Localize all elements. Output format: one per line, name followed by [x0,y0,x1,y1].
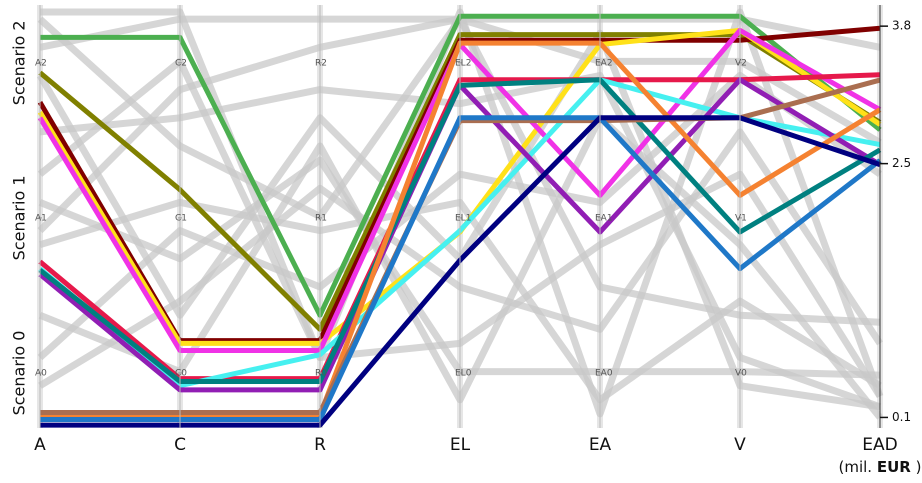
category-label: EA2 [595,58,613,68]
scenario-label: Scenario 1 [10,175,29,260]
axis-label: R [314,435,326,455]
axis-label: A [34,435,46,455]
category-label: R0 [315,369,327,379]
category-label: C2 [175,58,187,68]
category-label: EL1 [455,213,471,223]
category-label: EA0 [595,369,613,379]
category-label: V0 [735,369,747,379]
category-label: EL2 [455,58,471,68]
axis-unit-part: EUR [877,458,911,476]
scenario-label: Scenario 0 [10,331,29,416]
axis-label: EL [450,435,471,455]
category-label: EL0 [455,369,472,379]
scenario-label: Scenario 2 [10,20,29,105]
axis-label: V [734,435,746,455]
axis-unit: (mil. EUR ) [839,458,922,476]
category-label: C1 [175,213,187,223]
axis-label: C [174,435,186,455]
axis-unit-part: ) [916,458,922,476]
axis-unit-part: (mil. [839,458,873,476]
category-label: A1 [35,213,47,223]
category-label: EA1 [595,213,613,223]
category-label: V2 [735,58,747,68]
y-tick-label: 2.5 [892,156,911,170]
category-label: A2 [35,58,47,68]
category-label: C0 [175,369,187,379]
axis-layer: A A0 A1 A2 C C0 C1 C2 R R0 R1 R2 EL EL0 EL1 EL2 EA EA0 EA1… [10,5,922,476]
axis-label: EAD [862,435,897,455]
category-label: R2 [315,58,327,68]
category-label: A0 [35,369,47,379]
y-tick-label: 3.8 [892,19,911,33]
category-label: R1 [315,213,327,223]
category-label: V1 [735,213,747,223]
y-tick-label: 0.1 [892,410,911,424]
axis-label: EA [589,435,612,455]
